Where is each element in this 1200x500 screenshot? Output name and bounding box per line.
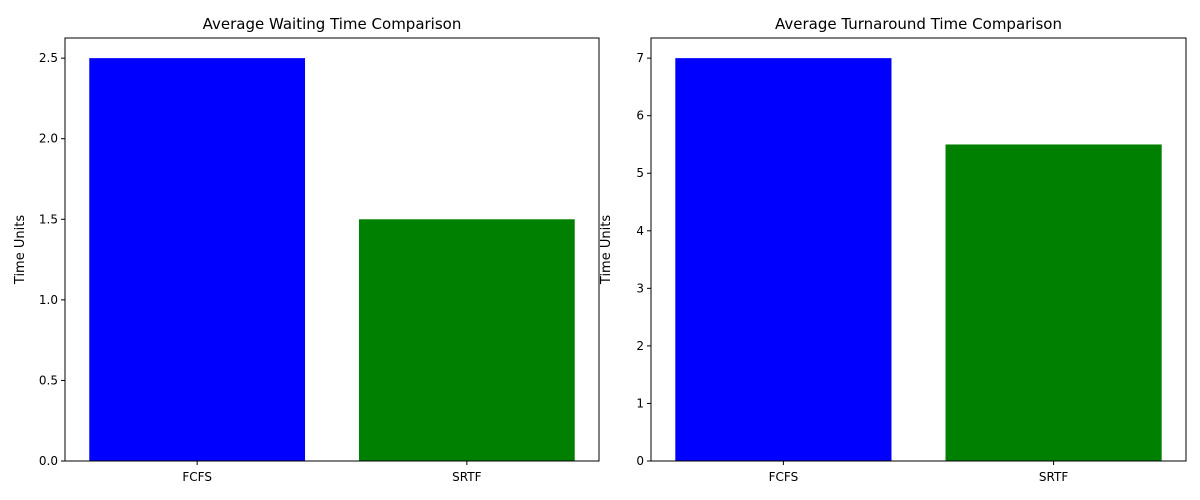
y-axis-label: Time Units	[599, 215, 614, 285]
y-tick-label: 2.5	[39, 51, 58, 65]
y-tick-label: 1	[636, 396, 644, 410]
x-tick-label: FCFS	[182, 470, 212, 484]
y-tick-label: 0	[636, 454, 644, 468]
chart-title: Average Waiting Time Comparison	[203, 15, 462, 33]
y-tick-label: 3	[636, 281, 644, 295]
bar-srtf	[945, 144, 1162, 461]
bar-fcfs	[675, 58, 892, 462]
y-tick-label: 1.0	[39, 293, 58, 307]
y-tick-label: 0.0	[39, 454, 58, 468]
bar-srtf	[358, 219, 575, 461]
plot-frame	[650, 37, 1187, 462]
x-tick-label: SRTF	[1039, 470, 1068, 484]
y-tick-label: 5	[636, 166, 644, 180]
y-tick-label: 2	[636, 339, 644, 353]
y-tick-label: 4	[636, 224, 644, 238]
y-tick-label: 6	[636, 109, 644, 123]
bar-fcfs	[89, 58, 306, 462]
chart-title: Average Turnaround Time Comparison	[775, 15, 1062, 33]
plot-frame	[64, 37, 600, 462]
x-tick-label: SRTF	[452, 470, 481, 484]
y-tick-label: 1.5	[39, 212, 58, 226]
chart-panel: 0 1 2 3 4 5 6 7 FCFS SRTF Average Turnaround Time …	[599, 15, 1187, 484]
y-tick-label: 2.0	[39, 132, 58, 146]
chart-panel: 0.0 0.5 1.0 1.5 2.0 2.5 FCFS SRTF Average Waitin…	[13, 15, 600, 484]
y-axis-label: Time Units	[13, 215, 28, 285]
chart-panels: 0.0 0.5 1.0 1.5 2.0 2.5 FCFS SRTF Average Waitin…	[13, 15, 1187, 484]
x-tick-label: FCFS	[769, 470, 799, 484]
y-tick-label: 7	[636, 51, 644, 65]
y-tick-label: 0.5	[39, 373, 58, 387]
